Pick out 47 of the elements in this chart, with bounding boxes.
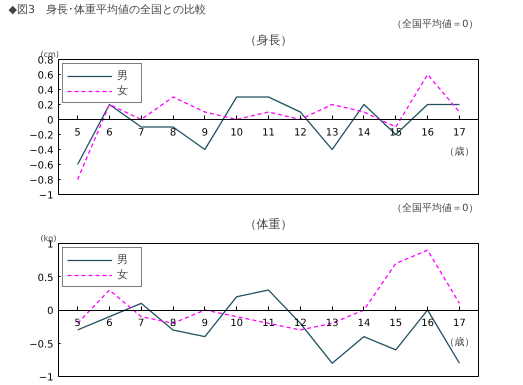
x-tick-label: 7 (138, 318, 144, 329)
y-tick-label: −0.4 (29, 146, 54, 156)
x-tick-label: 14 (358, 128, 370, 138)
x-tick-label: 11 (262, 128, 275, 138)
y-tick-label: 0.6 (38, 70, 54, 82)
legend-label: 男 (117, 68, 129, 83)
y-tick-label: −0.2 (29, 130, 54, 142)
legend-label: 女 (117, 83, 129, 98)
x-tick-label: 17 (453, 318, 466, 329)
x-tick-label: 16 (421, 318, 434, 329)
y-tick-label: 0.8 (38, 56, 54, 66)
x-tick-label: 17 (453, 128, 466, 138)
x-tick-label: 14 (358, 318, 370, 329)
chart-title: （身長） (244, 33, 292, 47)
y-tick-label: −0.8 (29, 176, 54, 186)
chart-title: （体重） (244, 217, 292, 231)
y-tick-label: −1 (38, 190, 54, 202)
text: （全国平均値＝0） (392, 202, 479, 214)
x-tick-label: 11 (262, 318, 275, 329)
y-tick-label: 0.2 (38, 100, 54, 112)
x-tick-label: 16 (421, 128, 434, 138)
text: （全国平均値＝0） (392, 18, 479, 30)
x-tick-label: 6 (106, 318, 113, 329)
chart-subtitle: ◆図3 身長･体重平均値の全国との比較 (8, 3, 206, 16)
x-tick-label: 10 (230, 318, 244, 329)
legend-label: 男 (117, 252, 129, 267)
y-tick-label: −1 (38, 372, 54, 384)
y-tick-label: 0 (47, 306, 54, 317)
x-axis-title: （歳） (444, 146, 474, 158)
x-tick-label: 6 (106, 128, 113, 138)
x-tick-label: 15 (389, 318, 402, 329)
y-tick-label: 0.5 (38, 272, 54, 284)
legend-label: 女 (117, 267, 129, 282)
x-tick-label: 13 (326, 128, 339, 138)
x-tick-label: 10 (230, 128, 244, 138)
x-tick-label: 12 (294, 128, 307, 138)
y-tick-label: −0.5 (29, 339, 54, 350)
x-tick-label: 5 (74, 128, 81, 138)
x-tick-label: 9 (202, 318, 208, 329)
x-tick-label: 7 (138, 128, 144, 138)
x-tick-label: 9 (202, 128, 208, 138)
y-tick-label: 0.4 (38, 86, 54, 96)
x-tick-label: 5 (74, 318, 81, 329)
x-tick-label: 8 (170, 128, 176, 138)
y-tick-label: 0 (47, 116, 54, 126)
y-tick-label: −0.6 (29, 160, 54, 172)
x-axis-title: （歳） (444, 336, 474, 348)
